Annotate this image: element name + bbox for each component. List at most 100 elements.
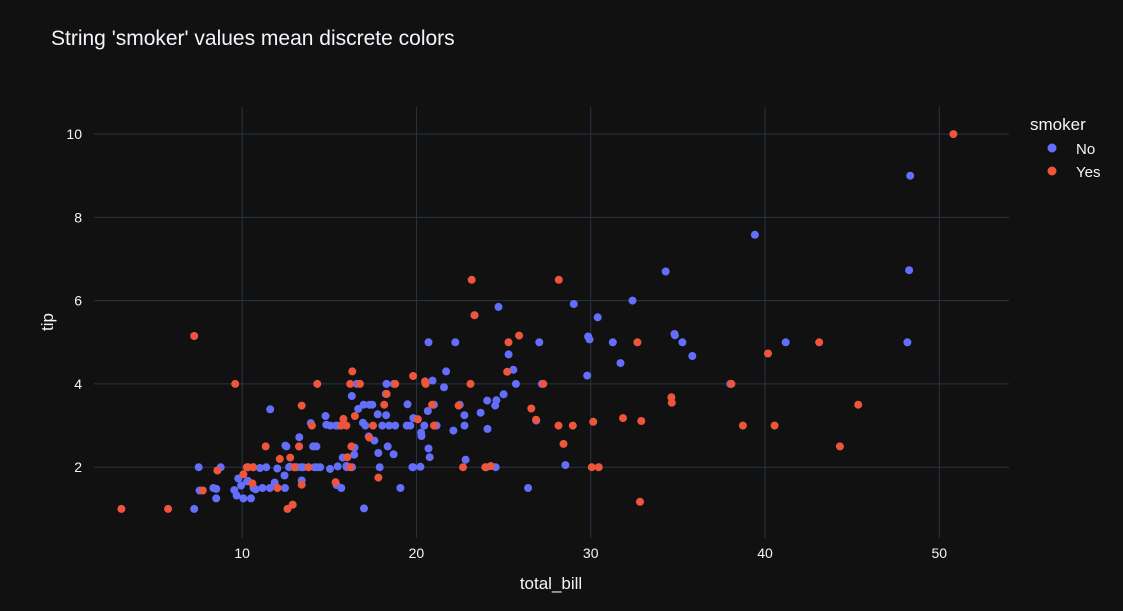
data-point[interactable] — [307, 421, 316, 430]
data-point[interactable] — [382, 379, 391, 388]
data-point[interactable] — [764, 349, 772, 358]
data-point[interactable] — [194, 463, 203, 472]
data-point[interactable] — [460, 421, 469, 430]
data-point[interactable] — [661, 267, 670, 276]
data-point[interactable] — [198, 486, 207, 495]
data-point[interactable] — [339, 414, 348, 423]
data-point[interactable] — [527, 404, 536, 413]
data-point[interactable] — [373, 410, 382, 419]
data-point[interactable] — [261, 442, 270, 451]
data-point[interactable] — [781, 338, 790, 347]
data-point[interactable] — [628, 296, 637, 305]
data-point[interactable] — [750, 230, 759, 239]
data-point[interactable] — [454, 401, 463, 410]
data-point[interactable] — [347, 392, 356, 400]
data-point[interactable] — [403, 400, 412, 409]
data-point[interactable] — [424, 338, 433, 347]
data-point[interactable] — [382, 411, 391, 420]
data-point[interactable] — [346, 463, 355, 472]
data-point[interactable] — [343, 453, 352, 462]
data-point[interactable] — [770, 421, 779, 430]
data-point[interactable] — [249, 463, 258, 472]
data-point[interactable] — [295, 433, 304, 442]
data-point[interactable] — [483, 424, 492, 433]
data-point[interactable] — [237, 481, 246, 490]
data-point[interactable] — [273, 484, 282, 492]
data-point[interactable] — [313, 379, 322, 388]
data-point[interactable] — [460, 411, 469, 420]
data-point[interactable] — [466, 379, 475, 388]
data-point[interactable] — [212, 494, 221, 503]
data-point[interactable] — [297, 401, 306, 410]
data-point[interactable] — [467, 275, 476, 284]
data-point[interactable] — [331, 478, 340, 487]
data-point[interactable] — [483, 396, 492, 405]
data-point[interactable] — [499, 390, 508, 399]
data-point[interactable] — [449, 426, 458, 435]
data-point[interactable] — [265, 484, 274, 492]
data-point[interactable] — [281, 484, 289, 492]
data-point[interactable] — [209, 484, 218, 492]
data-point[interactable] — [515, 331, 524, 340]
data-point[interactable] — [312, 442, 321, 451]
data-point[interactable] — [608, 338, 617, 347]
data-point[interactable] — [369, 421, 377, 430]
data-point[interactable] — [470, 311, 479, 320]
data-point[interactable] — [382, 389, 391, 398]
data-point[interactable] — [461, 455, 470, 464]
data-point[interactable] — [424, 444, 433, 453]
data-point[interactable] — [554, 421, 563, 430]
data-point[interactable] — [350, 450, 359, 459]
data-point[interactable] — [554, 275, 563, 284]
data-point[interactable] — [535, 338, 544, 347]
data-point[interactable] — [248, 479, 257, 488]
data-point[interactable] — [255, 464, 264, 472]
data-point[interactable] — [594, 463, 603, 472]
data-point[interactable] — [667, 393, 676, 402]
data-point[interactable] — [425, 453, 434, 462]
data-point[interactable] — [727, 379, 736, 388]
data-point[interactable] — [670, 331, 679, 340]
data-point[interactable] — [835, 442, 844, 451]
data-point[interactable] — [348, 367, 357, 376]
data-point[interactable] — [678, 338, 687, 347]
data-point[interactable] — [413, 415, 422, 424]
data-point[interactable] — [420, 421, 429, 430]
data-point[interactable] — [587, 463, 596, 472]
data-point[interactable] — [347, 442, 356, 451]
data-point[interactable] — [286, 453, 295, 462]
data-point[interactable] — [275, 454, 284, 463]
data-point[interactable] — [385, 421, 394, 430]
data-point[interactable] — [232, 491, 241, 500]
data-point[interactable] — [636, 497, 644, 506]
data-point[interactable] — [440, 383, 448, 392]
data-point[interactable] — [378, 421, 387, 430]
data-point[interactable] — [451, 338, 460, 347]
data-point[interactable] — [359, 400, 368, 409]
data-point[interactable] — [258, 484, 267, 492]
data-point[interactable] — [409, 372, 418, 380]
data-point[interactable] — [906, 171, 915, 180]
data-point[interactable] — [423, 407, 432, 415]
data-point[interactable] — [391, 421, 400, 430]
data-point[interactable] — [231, 379, 240, 388]
data-point[interactable] — [409, 463, 418, 472]
data-point[interactable] — [905, 266, 914, 275]
data-point[interactable] — [486, 462, 495, 470]
data-point[interactable] — [316, 463, 325, 472]
data-point[interactable] — [561, 461, 570, 470]
data-point[interactable] — [738, 421, 747, 430]
data-point[interactable] — [354, 404, 363, 413]
data-point[interactable] — [239, 470, 248, 479]
data-point[interactable] — [360, 504, 368, 513]
data-point[interactable] — [442, 367, 451, 376]
data-point[interactable] — [297, 480, 306, 489]
data-point[interactable] — [117, 504, 126, 513]
data-point[interactable] — [416, 462, 425, 471]
legend-item-no[interactable]: No — [1047, 141, 1096, 158]
data-point[interactable] — [616, 359, 625, 368]
data-point[interactable] — [361, 421, 370, 430]
data-point[interactable] — [504, 338, 513, 347]
data-point[interactable] — [251, 485, 260, 494]
data-point[interactable] — [190, 504, 199, 513]
